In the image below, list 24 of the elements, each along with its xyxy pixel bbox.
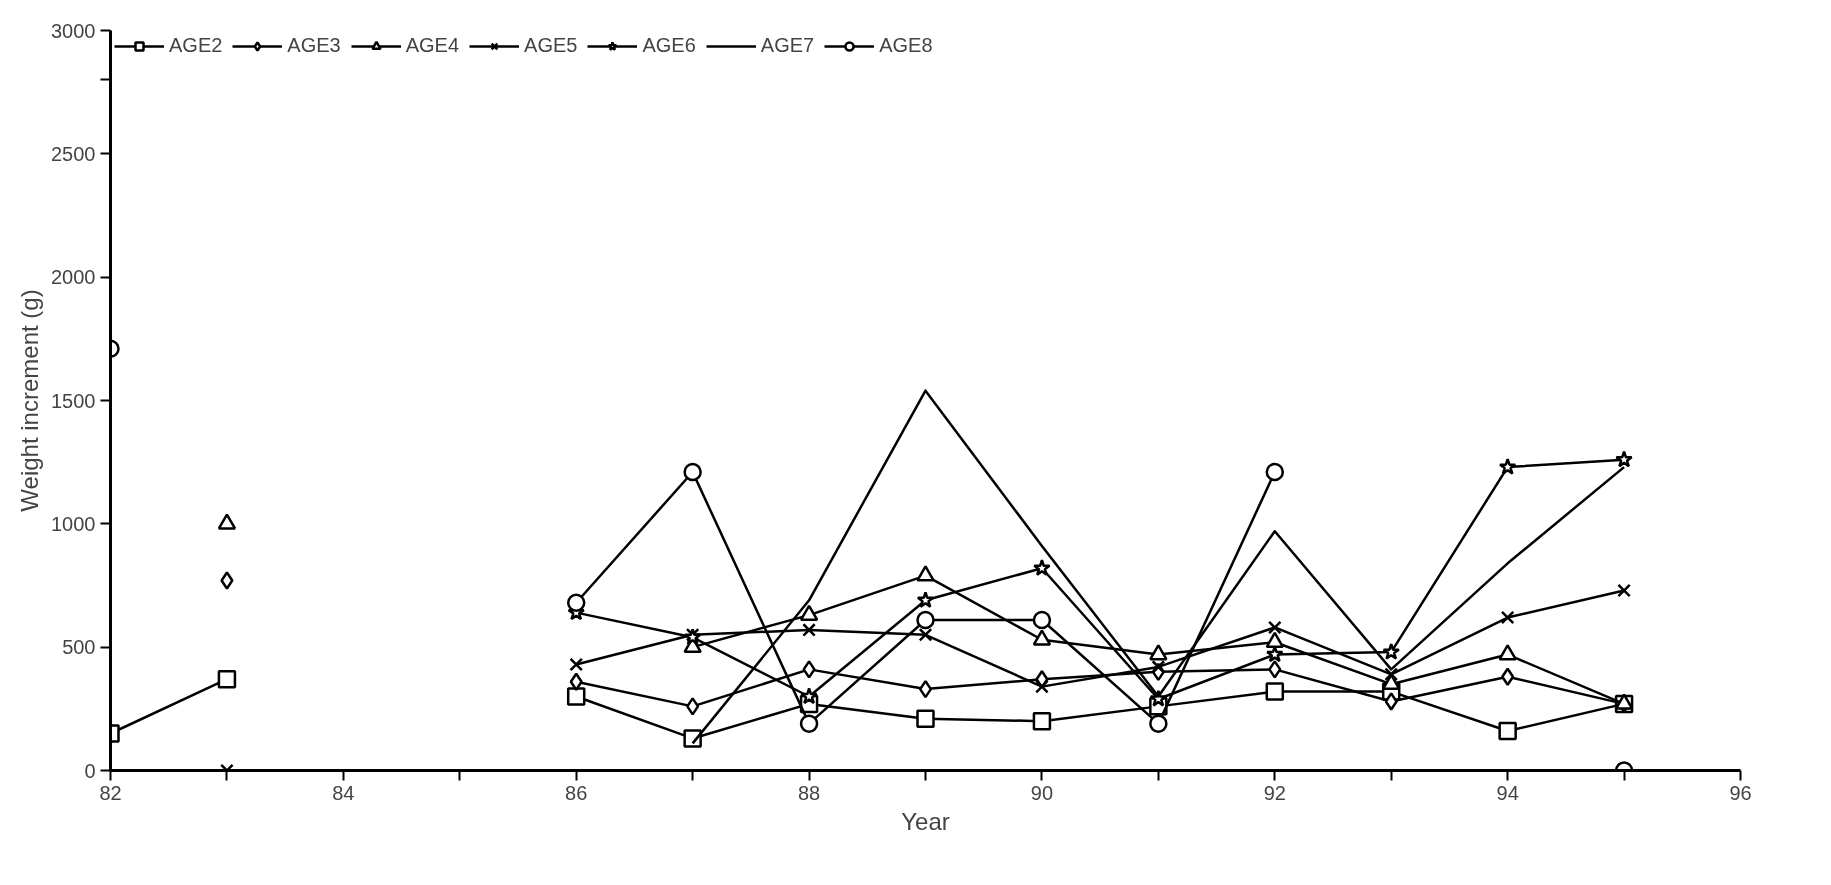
legend-label: AGE4 xyxy=(405,34,460,57)
x-tick-label: 90 xyxy=(1030,781,1054,804)
x-tick-label: 96 xyxy=(1729,781,1752,804)
y-tick-label: 3000 xyxy=(51,19,96,42)
y-tick-label: 1500 xyxy=(51,389,96,412)
x-tick-label: 94 xyxy=(1496,781,1519,804)
y-tick-label: 0 xyxy=(84,759,96,782)
legend-label: AGE7 xyxy=(760,34,815,57)
y-tick-label: 2500 xyxy=(51,142,96,165)
legend-label: AGE2 xyxy=(169,34,223,57)
y-tick-label: 2000 xyxy=(51,266,96,289)
x-tick-label: 88 xyxy=(797,781,821,804)
y-axis-title: Weight increment (g) xyxy=(16,289,44,512)
legend-label: AGE3 xyxy=(287,34,341,57)
x-tick-label: 82 xyxy=(99,781,122,804)
legend-label: AGE8 xyxy=(879,34,933,57)
x-tick-label: 86 xyxy=(565,781,588,804)
x-tick-label: 84 xyxy=(332,781,355,804)
x-axis-title: Year xyxy=(901,807,950,835)
legend-label: AGE6 xyxy=(642,34,696,57)
y-tick-label: 500 xyxy=(62,636,96,659)
legend-label: AGE5 xyxy=(524,34,578,57)
x-tick-label: 92 xyxy=(1263,781,1286,804)
y-tick-label: 1000 xyxy=(51,512,96,535)
